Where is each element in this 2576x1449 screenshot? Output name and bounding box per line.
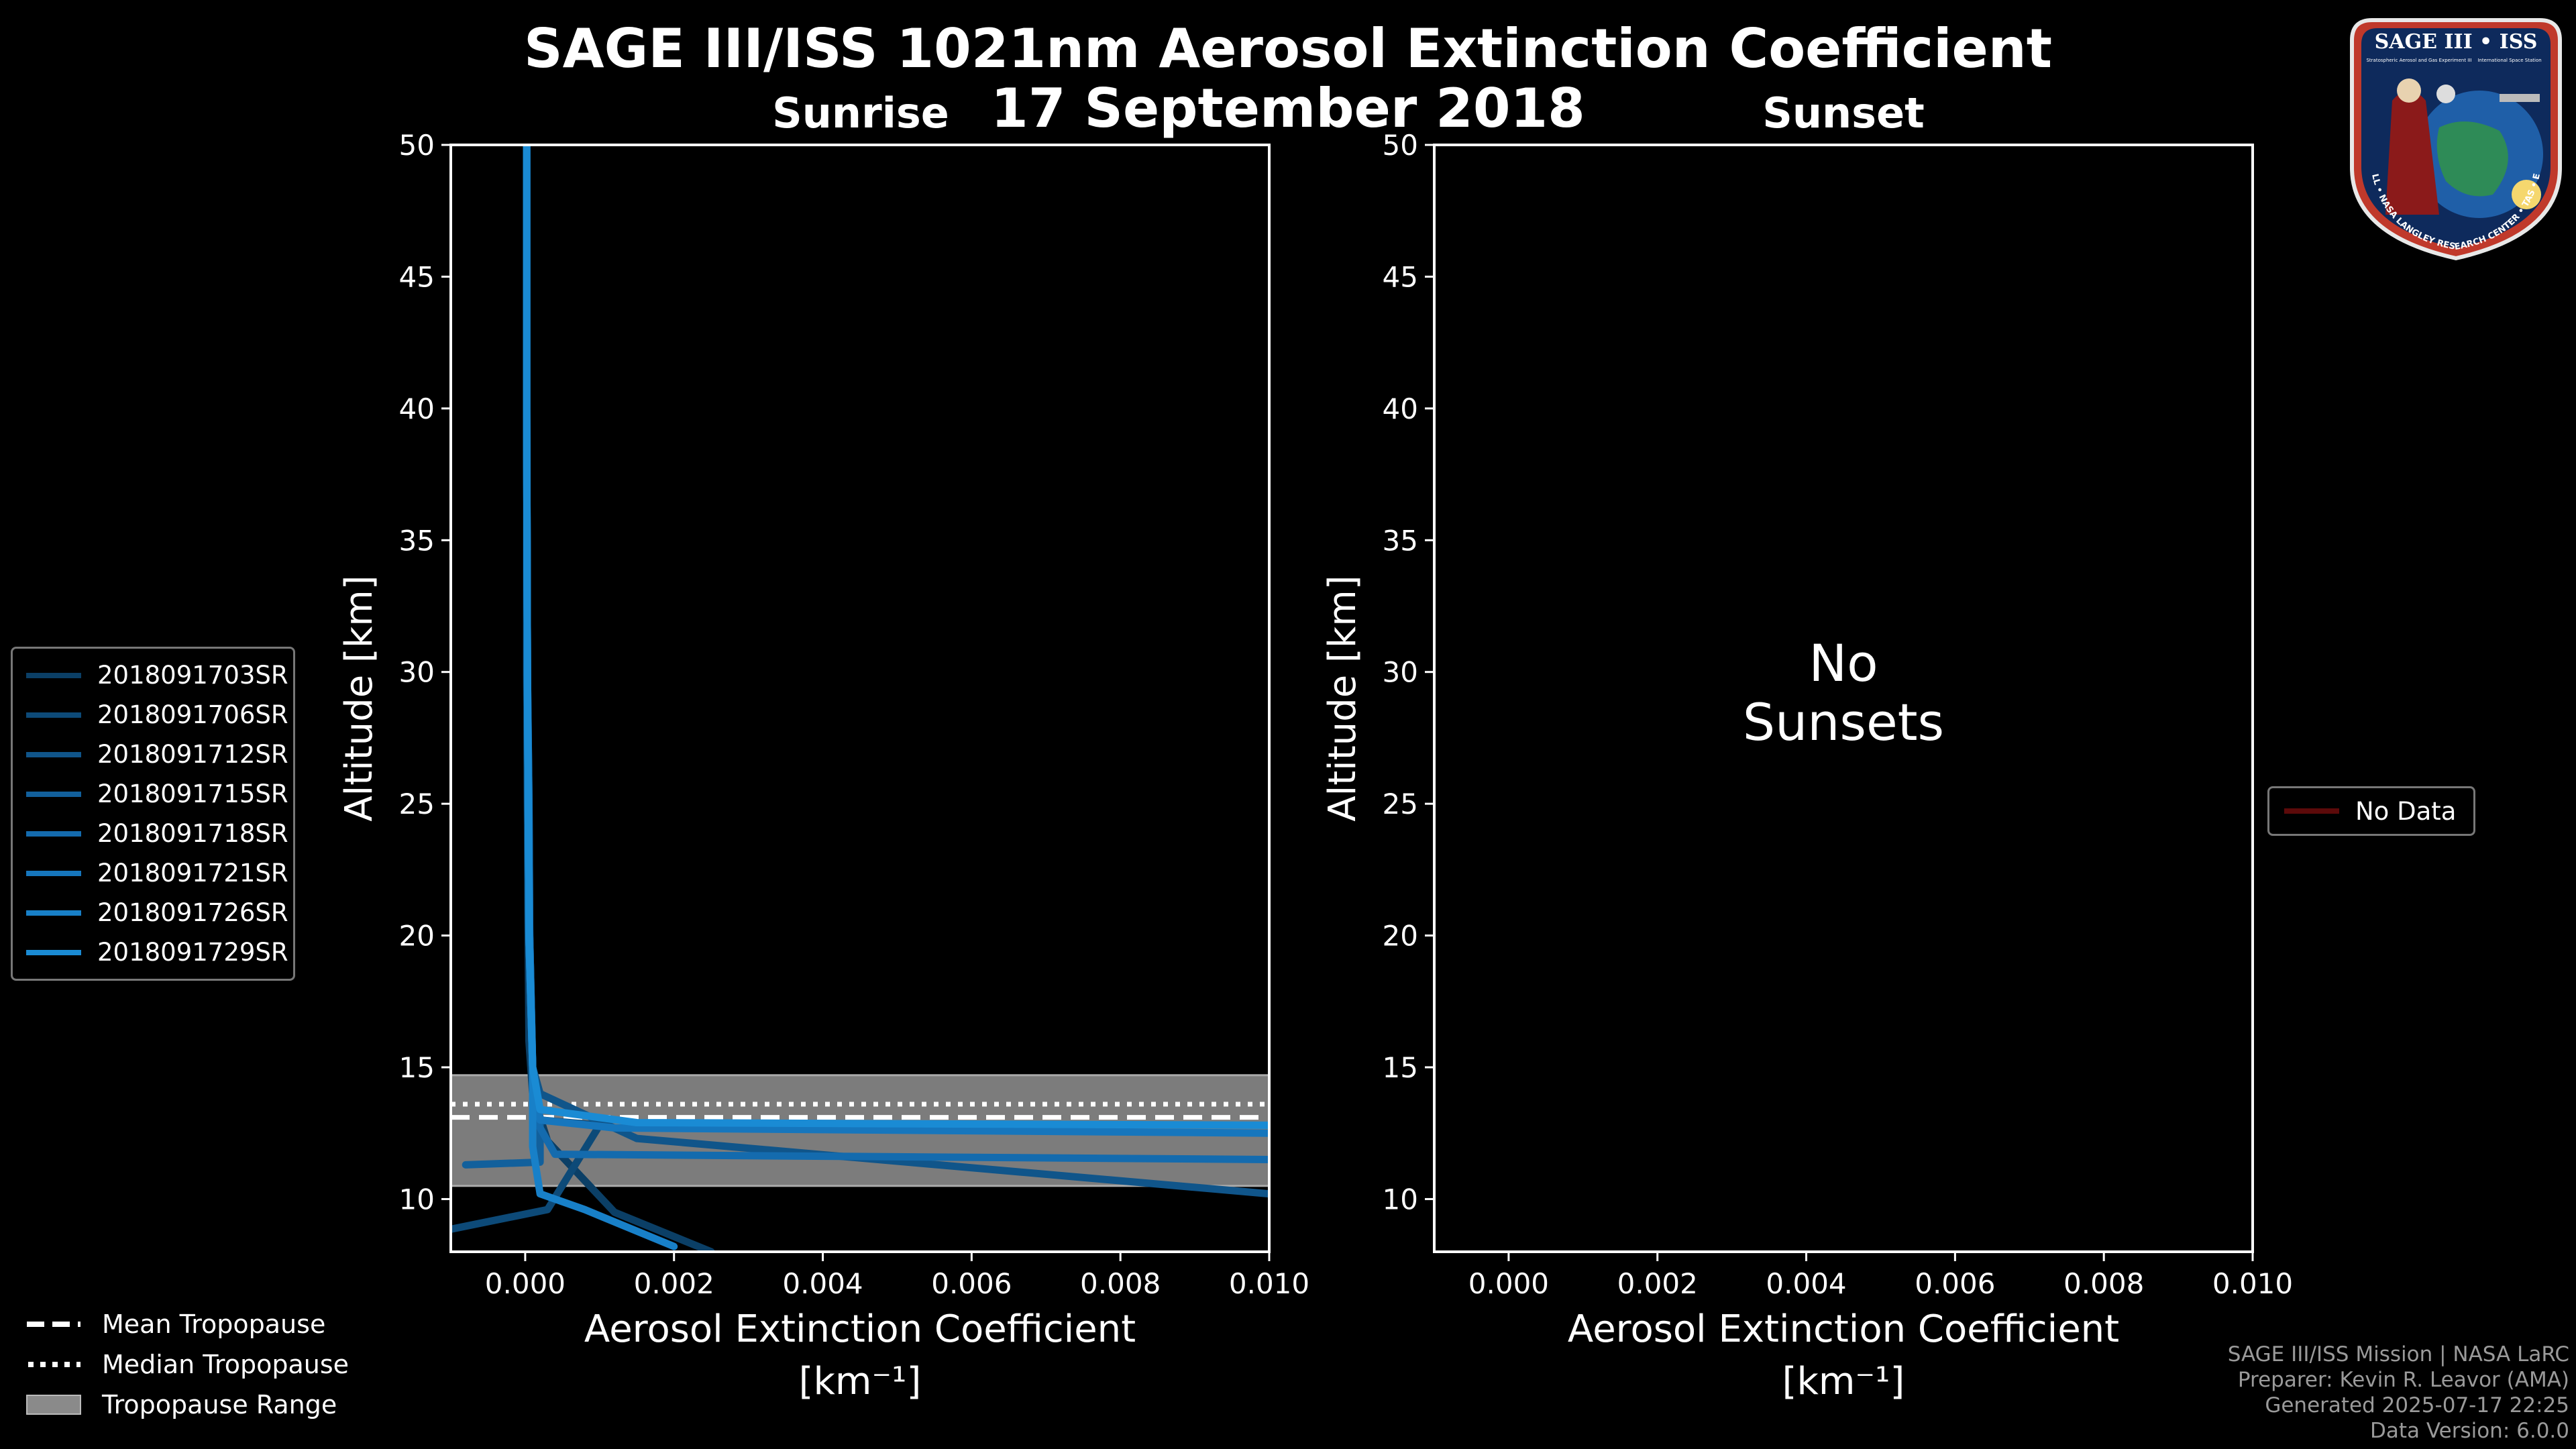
legend-label: 2018091715SR <box>97 780 288 808</box>
x-tick-label: 0.006 <box>931 1267 1012 1300</box>
x-tick-label: 0.002 <box>1617 1267 1698 1300</box>
y-tick-label: 10 <box>399 1183 435 1216</box>
sunrise-panel: 10 15 20 25 30 35 40 45 50 0.000 0.002 0.004 0.006 0.… <box>337 129 1309 1403</box>
x-tick-label: 0.008 <box>1080 1267 1161 1300</box>
legend-item: 2018091718SR <box>13 814 293 853</box>
legend-median-tropopause: Median Tropopause <box>25 1350 349 1379</box>
series-line-2018091721SR <box>523 145 1269 1137</box>
x-tick-label: 0.002 <box>634 1267 714 1300</box>
x-tick-label: 0.004 <box>782 1267 863 1300</box>
tropopause-range-label: Tropopause Range <box>102 1390 337 1419</box>
y-tick-label: 25 <box>399 788 435 820</box>
legend-label: 2018091712SR <box>97 740 288 769</box>
y-tick-label: 35 <box>399 524 435 557</box>
no-data-swatch <box>2284 808 2339 814</box>
dotted-line-icon <box>28 1362 80 1367</box>
series-line-2018091712SR <box>523 145 1269 1198</box>
x-tick-label: 0.010 <box>1229 1267 1309 1300</box>
axes-frame <box>1433 144 2254 1253</box>
y-tick-label: 20 <box>1383 920 1418 953</box>
legend-swatch <box>26 751 81 757</box>
no-data-label: No Data <box>2355 796 2457 826</box>
x-axis-label: Aerosol Extinction Coefficient <box>1568 1307 2119 1351</box>
sunset-panel: 10 15 20 25 30 35 40 45 50 0.000 0.002 0.004 0.006 0.… <box>1321 129 2293 1403</box>
legend-item: 2018091726SR <box>13 893 293 932</box>
x-tick-label: 0.000 <box>485 1267 566 1300</box>
credit-line: Data Version: 6.0.0 <box>2369 1419 2569 1443</box>
mean-tropopause-label: Mean Tropopause <box>102 1309 326 1339</box>
y-tick-label: 15 <box>399 1051 435 1084</box>
no-sunsets-annotation: No <box>1809 633 1878 693</box>
axes-frame <box>449 144 1271 1253</box>
legend-swatch <box>26 791 81 797</box>
legend-label: 2018091726SR <box>97 898 288 927</box>
y-axis-label: Altitude [km] <box>337 575 381 821</box>
x-tick-label: 0.010 <box>2212 1267 2293 1300</box>
sunrise-legend: 2018091703SR 2018091706SR 2018091712SR 2018… <box>11 647 295 981</box>
legend-swatch <box>26 910 81 916</box>
median-tropopause-label: Median Tropopause <box>102 1350 349 1379</box>
logo-title: SAGE III • ISS <box>2375 30 2538 54</box>
legend-swatch <box>26 830 81 837</box>
legend-swatch <box>26 870 81 876</box>
grey-band-icon <box>26 1395 81 1415</box>
dashed-line-icon <box>27 1322 80 1327</box>
x-tick-label: 0.006 <box>1915 1267 1995 1300</box>
x-tick-label: 0.008 <box>2063 1267 2144 1300</box>
y-tick-label: 15 <box>1383 1051 1418 1084</box>
y-tick-label: 20 <box>399 920 435 953</box>
legend-swatch <box>26 949 81 955</box>
legend-mean-tropopause: Mean Tropopause <box>25 1309 325 1339</box>
y-tick-label: 40 <box>1383 392 1418 425</box>
x-axis-label: Aerosol Extinction Coefficient <box>584 1307 1136 1351</box>
legend-item: 2018091715SR <box>13 774 293 814</box>
x-tick-label: 0.004 <box>1766 1267 1846 1300</box>
legend-label: 2018091721SR <box>97 859 288 888</box>
credit-line: Preparer: Kevin R. Leavor (AMA) <box>2237 1368 2569 1392</box>
logo-small-text: International Space Station <box>2477 58 2541 63</box>
y-tick-label: 45 <box>1383 260 1418 293</box>
legend-label: 2018091703SR <box>97 661 288 690</box>
x-tick-label: 0.000 <box>1468 1267 1549 1300</box>
credits: SAGE III/ISS Mission | NASA LaRC Prepare… <box>2228 1342 2569 1444</box>
series-line-2018091729SR <box>523 145 1269 1129</box>
legend-swatch <box>26 672 81 678</box>
legend-label: 2018091706SR <box>97 700 288 729</box>
plot-area <box>451 145 1269 1252</box>
y-axis-label: Altitude [km] <box>1321 575 1364 821</box>
legend-item: 2018091721SR <box>13 853 293 893</box>
legend-label: 2018091718SR <box>97 819 288 848</box>
legend-tropopause-range: Tropopause Range <box>25 1390 337 1419</box>
legend-item: 2018091706SR <box>13 695 293 735</box>
legend-swatch <box>26 712 81 718</box>
y-tick-label: 30 <box>1383 656 1418 689</box>
chart-date: 17 September 2018 <box>991 77 1585 140</box>
chart-title: SAGE III/ISS 1021nm Aerosol Extinction C… <box>524 17 2052 80</box>
y-tick-label: 40 <box>399 392 435 425</box>
y-tick-label: 30 <box>399 656 435 689</box>
sunset-legend: No Data <box>2267 786 2475 836</box>
series-line-2018091706SR <box>451 145 604 1233</box>
sunset-subtitle: Sunset <box>1762 89 1925 138</box>
y-tick-label: 25 <box>1383 788 1418 820</box>
y-tick-label: 10 <box>1383 1183 1418 1216</box>
credit-line: SAGE III/ISS Mission | NASA LaRC <box>2227 1342 2569 1366</box>
credit-line: Generated 2025-07-17 22:25 <box>2265 1393 2569 1417</box>
legend-item: 2018091703SR <box>13 655 293 695</box>
logo-small-text: Stratospheric Aerosol and Gas Experiment… <box>2366 58 2471 63</box>
y-tick-label: 35 <box>1383 524 1418 557</box>
x-axis-units: [km⁻¹] <box>1782 1360 1905 1403</box>
legend-item: 2018091712SR <box>13 735 293 774</box>
y-tick-label: 50 <box>399 129 435 162</box>
legend-label: 2018091729SR <box>97 938 288 967</box>
no-sunsets-annotation: Sunsets <box>1743 692 1944 752</box>
y-tick-label: 45 <box>399 260 435 293</box>
y-tick-label: 50 <box>1383 129 1418 162</box>
series-line-2018091718SR <box>523 145 1269 1163</box>
sunrise-subtitle: Sunrise <box>772 89 949 138</box>
sage-iss-mission-logo: SAGE III • ISS Stratospheric Aerosol and… <box>2345 13 2562 261</box>
x-axis-units: [km⁻¹] <box>799 1360 922 1403</box>
legend-item: 2018091729SR <box>13 932 293 972</box>
